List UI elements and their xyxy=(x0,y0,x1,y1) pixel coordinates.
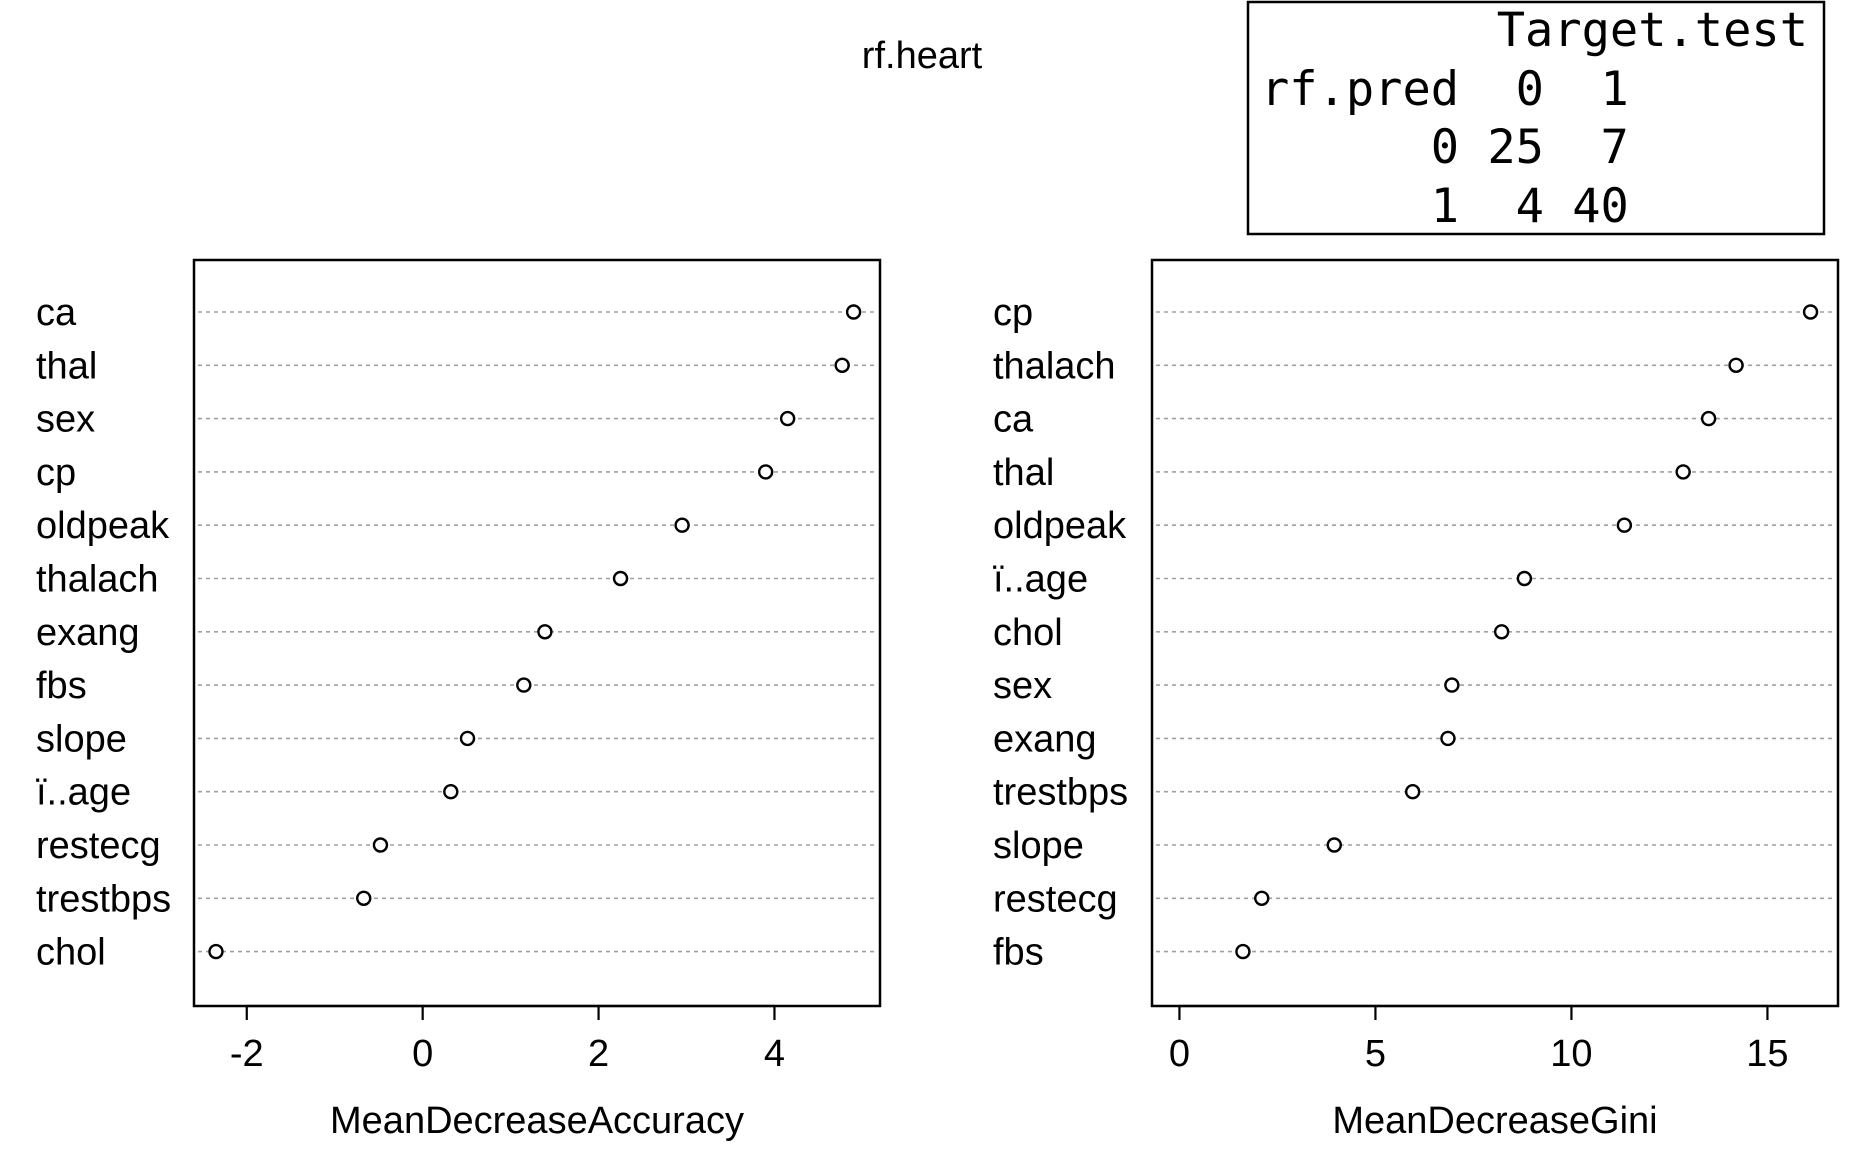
variable-label: chol xyxy=(993,612,1063,654)
importance-point xyxy=(1616,517,1633,533)
accuracy-points xyxy=(208,304,862,960)
variable-label: thal xyxy=(36,345,97,387)
variable-label: ï..age xyxy=(36,772,131,814)
variable-label: fbs xyxy=(36,665,87,707)
importance-point xyxy=(1404,784,1421,800)
importance-point xyxy=(443,784,459,800)
x-tick-label: 2 xyxy=(588,1033,609,1075)
importance-point xyxy=(1326,837,1342,853)
variable-label: sex xyxy=(36,399,95,441)
importance-point xyxy=(516,677,532,693)
accuracy-guides xyxy=(198,311,876,953)
variable-label: trestbps xyxy=(36,878,171,920)
importance-point xyxy=(372,837,389,853)
confusion-matrix-header: Target.test xyxy=(1497,3,1808,58)
importance-point xyxy=(356,890,372,906)
importance-point xyxy=(1440,730,1456,747)
x-tick-label: 15 xyxy=(1746,1033,1788,1075)
confusion-matrix-border xyxy=(1246,0,1826,236)
importance-point xyxy=(779,410,796,427)
x-tick-label: 0 xyxy=(1169,1033,1190,1075)
importance-point xyxy=(1700,410,1717,427)
variable-label: slope xyxy=(993,825,1084,867)
variable-label: restecg xyxy=(36,825,161,867)
x-tick-label: 0 xyxy=(412,1033,433,1075)
variable-label: thal xyxy=(993,452,1054,494)
importance-point xyxy=(1493,624,1510,640)
variable-label: ca xyxy=(993,399,1034,441)
importance-point xyxy=(612,570,629,587)
importance-point xyxy=(1675,464,1691,480)
gini-points xyxy=(1235,304,1819,960)
importance-point xyxy=(834,357,850,373)
importance-point xyxy=(537,624,553,640)
importance-point xyxy=(674,517,690,533)
gini-variable-labels: cp thalach ca thal oldpeak ï..age chol sex exang… xyxy=(993,292,1128,974)
x-axis-label: MeanDecreaseAccuracy xyxy=(330,1100,744,1142)
variable-label: chol xyxy=(36,932,106,974)
variable-label: cp xyxy=(993,292,1033,334)
confusion-matrix-row: rf.pred 0 1 xyxy=(1261,62,1629,117)
x-tick-label: -2 xyxy=(230,1033,264,1075)
x-tick-label: 5 xyxy=(1365,1033,1386,1075)
gini-panel: cp thalach ca thal oldpeak ï..age chol sex exang… xyxy=(993,258,1840,1142)
importance-point xyxy=(1235,943,1251,960)
importance-point xyxy=(1254,890,1270,906)
importance-point xyxy=(459,730,476,747)
importance-point xyxy=(1802,304,1819,320)
variable-label: fbs xyxy=(993,932,1044,974)
x-axis-label: MeanDecreaseGini xyxy=(1332,1100,1657,1142)
variable-label: exang xyxy=(36,612,140,654)
variable-label: oldpeak xyxy=(993,505,1127,547)
x-tick-label: 10 xyxy=(1550,1033,1592,1075)
variable-label: sex xyxy=(993,665,1052,707)
variable-label: cp xyxy=(36,452,76,494)
accuracy-x-axis: -2 0 2 4 xyxy=(230,1004,785,1075)
importance-point xyxy=(1728,357,1744,373)
variable-label: restecg xyxy=(993,878,1118,920)
confusion-matrix-row: 1 4 40 xyxy=(1261,179,1629,234)
importance-point xyxy=(757,464,774,480)
accuracy-panel: ca thal sex cp oldpeak thalach exang fbs slope ï.… xyxy=(36,258,882,1142)
confusion-matrix-row: 0 25 7 xyxy=(1261,120,1629,175)
importance-point xyxy=(1444,677,1460,693)
accuracy-variable-labels: ca thal sex cp oldpeak thalach exang fbs slope ï.… xyxy=(36,292,171,974)
gini-x-axis: 0 5 10 15 xyxy=(1169,1004,1789,1075)
variable-label: ï..age xyxy=(993,559,1088,601)
x-tick-label: 4 xyxy=(764,1033,785,1075)
variable-label: trestbps xyxy=(993,772,1128,814)
chart-title: rf.heart xyxy=(862,35,983,77)
variable-label: slope xyxy=(36,718,127,760)
importance-point xyxy=(1516,570,1533,587)
variable-label: oldpeak xyxy=(36,505,170,547)
importance-point xyxy=(845,304,862,320)
variable-label: ca xyxy=(36,292,77,334)
variable-label: thalach xyxy=(993,345,1116,387)
variable-label: exang xyxy=(993,718,1097,760)
confusion-matrix-box: Target.test rf.pred 0 1 0 25 7 1 4 40 xyxy=(1246,0,1826,236)
importance-point xyxy=(208,943,224,960)
accuracy-plot-frame xyxy=(192,258,882,1008)
variable-label: thalach xyxy=(36,559,159,601)
